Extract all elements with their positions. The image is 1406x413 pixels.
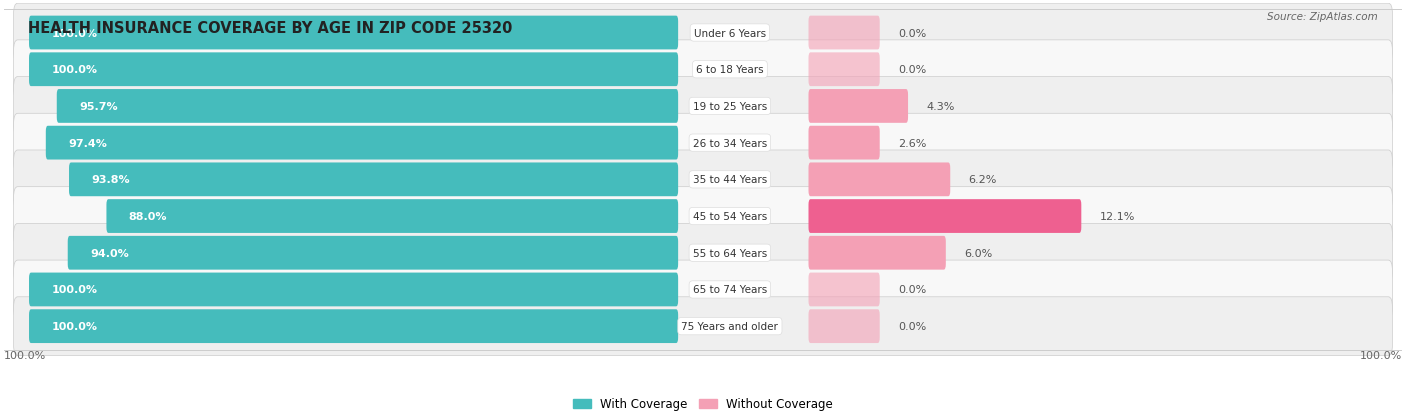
FancyBboxPatch shape [14, 41, 1392, 100]
Text: 6 to 18 Years: 6 to 18 Years [696, 65, 763, 75]
Text: 75 Years and older: 75 Years and older [682, 321, 779, 331]
FancyBboxPatch shape [808, 236, 946, 270]
FancyBboxPatch shape [808, 126, 880, 160]
FancyBboxPatch shape [14, 224, 1392, 282]
Text: 95.7%: 95.7% [79, 102, 118, 112]
FancyBboxPatch shape [808, 53, 880, 87]
FancyBboxPatch shape [14, 4, 1392, 63]
FancyBboxPatch shape [808, 163, 950, 197]
FancyBboxPatch shape [808, 17, 880, 50]
Text: 88.0%: 88.0% [128, 211, 167, 221]
FancyBboxPatch shape [46, 126, 678, 160]
Text: 26 to 34 Years: 26 to 34 Years [693, 138, 768, 148]
Text: 45 to 54 Years: 45 to 54 Years [693, 211, 768, 221]
Text: 97.4%: 97.4% [67, 138, 107, 148]
Text: 6.0%: 6.0% [965, 248, 993, 258]
FancyBboxPatch shape [14, 77, 1392, 136]
Text: 4.3%: 4.3% [927, 102, 955, 112]
FancyBboxPatch shape [808, 199, 1081, 233]
FancyBboxPatch shape [808, 309, 880, 343]
FancyBboxPatch shape [69, 163, 678, 197]
FancyBboxPatch shape [808, 273, 880, 306]
Text: 55 to 64 Years: 55 to 64 Years [693, 248, 768, 258]
Text: 100.0%: 100.0% [1360, 350, 1402, 360]
Text: 100.0%: 100.0% [51, 285, 97, 295]
FancyBboxPatch shape [30, 273, 678, 306]
Text: HEALTH INSURANCE COVERAGE BY AGE IN ZIP CODE 25320: HEALTH INSURANCE COVERAGE BY AGE IN ZIP … [28, 21, 513, 36]
Text: 0.0%: 0.0% [898, 321, 927, 331]
Text: 12.1%: 12.1% [1099, 211, 1135, 221]
Text: Source: ZipAtlas.com: Source: ZipAtlas.com [1267, 12, 1378, 22]
FancyBboxPatch shape [67, 236, 678, 270]
Text: 100.0%: 100.0% [51, 321, 97, 331]
FancyBboxPatch shape [808, 90, 908, 123]
FancyBboxPatch shape [14, 297, 1392, 356]
Text: 35 to 44 Years: 35 to 44 Years [693, 175, 768, 185]
Legend: With Coverage, Without Coverage: With Coverage, Without Coverage [568, 393, 838, 413]
FancyBboxPatch shape [56, 90, 678, 123]
FancyBboxPatch shape [14, 187, 1392, 246]
FancyBboxPatch shape [30, 53, 678, 87]
Text: 65 to 74 Years: 65 to 74 Years [693, 285, 768, 295]
FancyBboxPatch shape [14, 114, 1392, 173]
Text: 0.0%: 0.0% [898, 28, 927, 38]
Text: 100.0%: 100.0% [51, 28, 97, 38]
Text: 100.0%: 100.0% [51, 65, 97, 75]
Text: 100.0%: 100.0% [4, 350, 46, 360]
FancyBboxPatch shape [107, 199, 678, 233]
Text: 19 to 25 Years: 19 to 25 Years [693, 102, 768, 112]
Text: 0.0%: 0.0% [898, 285, 927, 295]
FancyBboxPatch shape [30, 309, 678, 343]
Text: 93.8%: 93.8% [91, 175, 129, 185]
FancyBboxPatch shape [14, 261, 1392, 319]
Text: 2.6%: 2.6% [898, 138, 927, 148]
FancyBboxPatch shape [14, 151, 1392, 209]
FancyBboxPatch shape [30, 17, 678, 50]
Text: Under 6 Years: Under 6 Years [693, 28, 766, 38]
Text: 6.2%: 6.2% [969, 175, 997, 185]
Text: 0.0%: 0.0% [898, 65, 927, 75]
Text: 94.0%: 94.0% [90, 248, 129, 258]
